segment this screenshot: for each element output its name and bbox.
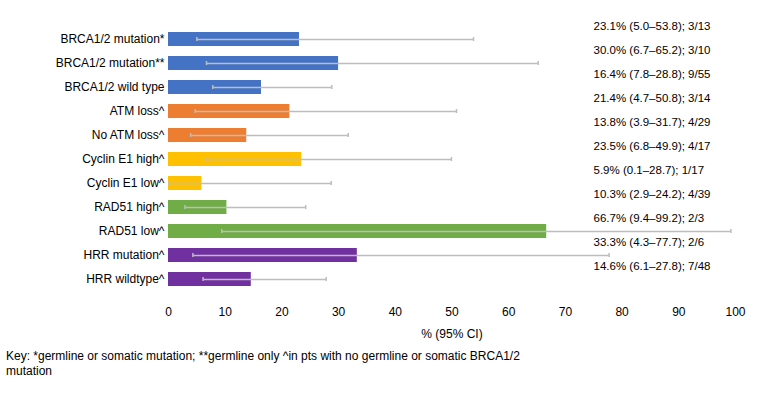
svg-text:Cyclin E1 low^: Cyclin E1 low^ xyxy=(87,176,165,190)
svg-text:BRCA1/2 mutation**: BRCA1/2 mutation** xyxy=(56,56,165,70)
svg-text:20: 20 xyxy=(275,305,289,319)
svg-text:14.6% (6.1–27.8); 7/48: 14.6% (6.1–27.8); 7/48 xyxy=(594,260,711,272)
svg-text:30.0% (6.7–65.2); 3/10: 30.0% (6.7–65.2); 3/10 xyxy=(594,44,711,56)
svg-text:ATM loss^: ATM loss^ xyxy=(110,104,165,118)
svg-text:% (95% CI): % (95% CI) xyxy=(421,327,482,341)
svg-text:10: 10 xyxy=(219,305,233,319)
svg-text:10.3% (2.9–24.2); 4/39: 10.3% (2.9–24.2); 4/39 xyxy=(594,188,711,200)
svg-text:No ATM loss^: No ATM loss^ xyxy=(92,128,165,142)
svg-text:RAD51 low^: RAD51 low^ xyxy=(99,224,165,238)
svg-text:23.5% (6.8–49.9); 4/17: 23.5% (6.8–49.9); 4/17 xyxy=(594,140,711,152)
svg-text:HRR wildtype^: HRR wildtype^ xyxy=(86,272,165,286)
html-text:Key: *germline or somatic muta: Key: *germline or somatic mutation; **ge… xyxy=(6,349,520,378)
svg-text:BRCA1/2 mutation*: BRCA1/2 mutation* xyxy=(60,32,164,46)
svg-text:70: 70 xyxy=(559,305,573,319)
svg-text:HRR mutation^: HRR mutation^ xyxy=(84,248,165,262)
svg-text:66.7% (9.4–99.2); 2/3: 66.7% (9.4–99.2); 2/3 xyxy=(594,212,705,224)
svg-text:21.4% (4.7–50.8); 3/14: 21.4% (4.7–50.8); 3/14 xyxy=(594,92,712,104)
svg-text:40: 40 xyxy=(389,305,403,319)
svg-text:5.9% (0.1–28.7); 1/17: 5.9% (0.1–28.7); 1/17 xyxy=(594,164,705,176)
svg-text:BRCA1/2 wild type: BRCA1/2 wild type xyxy=(64,80,164,94)
svg-text:13.8% (3.9–31.7); 4/29: 13.8% (3.9–31.7); 4/29 xyxy=(594,116,711,128)
svg-text:80: 80 xyxy=(615,305,629,319)
svg-text:60: 60 xyxy=(502,305,516,319)
svg-text:30: 30 xyxy=(332,305,346,319)
svg-text:100: 100 xyxy=(725,305,745,319)
svg-text:90: 90 xyxy=(672,305,686,319)
svg-text:33.3% (4.3–77.7); 2/6: 33.3% (4.3–77.7); 2/6 xyxy=(594,236,705,248)
svg-text:Cyclin E1 high^: Cyclin E1 high^ xyxy=(82,152,165,166)
svg-text:50: 50 xyxy=(445,305,459,319)
svg-text:16.4% (7.8–28.8); 9/55: 16.4% (7.8–28.8); 9/55 xyxy=(594,68,711,80)
svg-text:RAD51 high^: RAD51 high^ xyxy=(94,200,165,214)
svg-text:0: 0 xyxy=(165,305,172,319)
svg-text:23.1% (5.0–53.8); 3/13: 23.1% (5.0–53.8); 3/13 xyxy=(594,20,711,32)
